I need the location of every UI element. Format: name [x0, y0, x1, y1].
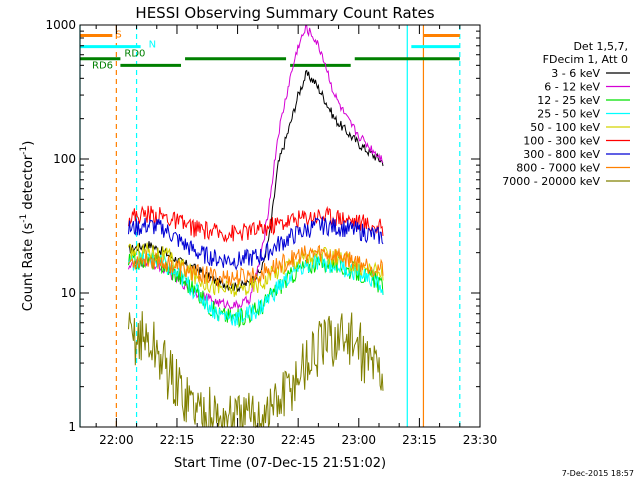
legend-entry-label: 300 - 800 keV — [523, 148, 600, 161]
y-label-main: Count Rate (s — [21, 223, 36, 312]
y-axis-label: Count Rate (s-1 detector-1) — [19, 141, 36, 312]
y-label-end: ) — [21, 141, 36, 146]
legend-entry-label: 3 - 6 keV — [551, 67, 600, 80]
legend-entry-label: 7000 - 20000 keV — [502, 175, 600, 188]
y-label-mid: detector — [21, 154, 36, 214]
series-line — [128, 216, 384, 271]
footer-date: 7-Dec-2015 18:57 — [562, 469, 634, 478]
legend-entry-label: 100 - 300 keV — [523, 135, 600, 148]
x-axis-label: Start Time (07-Dec-15 21:51:02) — [174, 456, 386, 471]
legend-entry-label: 800 - 7000 keV — [516, 162, 600, 175]
x-tick-label: 22:45 — [281, 433, 316, 447]
plot-frame — [79, 24, 481, 428]
x-axis: 22:00 22:15 22:30 22:45 23:00 23:15 23:30 — [95, 25, 498, 447]
series-line — [128, 242, 384, 297]
x-tick-label: 23:00 — [341, 433, 376, 447]
y-tick-label: 1 — [68, 420, 76, 434]
series-layer — [128, 24, 384, 429]
x-tick-label: 23:30 — [463, 433, 498, 447]
legend-header-1: Det 1,5,7, — [573, 40, 628, 53]
flag-bars: S N RD0 RD6 — [80, 29, 460, 71]
y-label-sup2: -1 — [19, 146, 29, 155]
legend-entry-label: 6 - 12 keV — [544, 81, 600, 94]
series-line — [128, 24, 384, 311]
series-line — [128, 205, 384, 243]
legend-entry-label: 50 - 100 keV — [530, 121, 600, 134]
legend-entry-label: 12 - 25 keV — [537, 94, 600, 107]
x-tick-label: 22:30 — [220, 433, 255, 447]
series-line — [128, 311, 384, 429]
x-tick-label: 23:15 — [402, 433, 437, 447]
series-line — [128, 251, 384, 327]
y-label-sup1: -1 — [19, 214, 29, 223]
y-tick-label: 1000 — [45, 18, 76, 32]
flag-label: N — [149, 40, 156, 51]
legend-entry-label: 25 - 50 keV — [537, 108, 600, 121]
y-tick-label: 10 — [61, 286, 76, 300]
flag-label: RD6 — [92, 60, 113, 71]
flag-label: S — [115, 29, 121, 40]
series-line — [128, 244, 384, 287]
legend-header-2: FDecim 1, Att 0 — [543, 53, 628, 66]
x-tick-label: 22:00 — [99, 433, 134, 447]
flag-label: RD0 — [124, 49, 145, 60]
x-tick-label: 22:15 — [160, 433, 195, 447]
chart-title: HESSI Observing Summary Count Rates — [135, 4, 434, 22]
series-line — [128, 251, 384, 329]
y-tick-label: 100 — [53, 152, 76, 166]
y-axis: 1 10 100 1000 — [45, 18, 480, 434]
